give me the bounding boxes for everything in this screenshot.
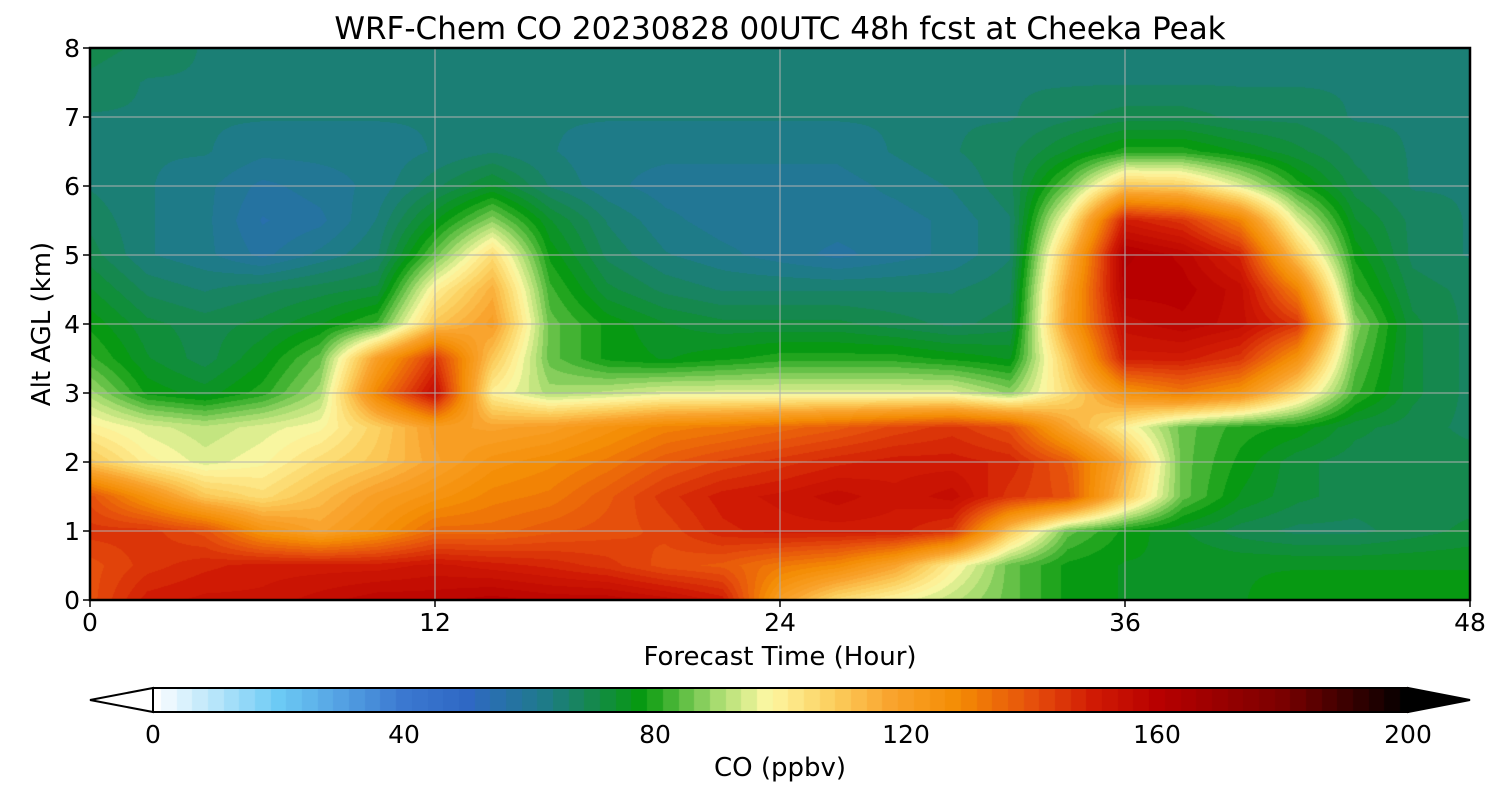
y-tick-label: 4 bbox=[64, 310, 80, 339]
y-tick-label: 1 bbox=[64, 517, 80, 546]
x-axis-label: Forecast Time (Hour) bbox=[643, 642, 916, 672]
y-axis: 0 1 2 3 4 5 6 7 8 bbox=[64, 34, 90, 615]
colorbar-gradient bbox=[153, 688, 1408, 712]
colorbar-tick-label: 80 bbox=[639, 720, 671, 749]
colorbar-high-extension bbox=[1407, 686, 1471, 714]
x-tick-label: 36 bbox=[1109, 608, 1141, 637]
x-tick-label: 12 bbox=[419, 608, 451, 637]
y-tick-label: 8 bbox=[64, 34, 80, 63]
colorbar-label: CO (ppbv) bbox=[714, 753, 846, 783]
y-tick-label: 0 bbox=[64, 586, 80, 615]
x-axis: 0 12 24 36 48 bbox=[82, 600, 1486, 637]
colorbar-low-extension bbox=[89, 686, 154, 714]
y-tick-label: 7 bbox=[64, 103, 80, 132]
colorbar-tick-label: 200 bbox=[1384, 720, 1432, 749]
y-tick-label: 2 bbox=[64, 448, 80, 477]
colorbar-tick-label: 120 bbox=[882, 720, 930, 749]
colorbar-tick-label: 160 bbox=[1133, 720, 1181, 749]
x-tick-label: 24 bbox=[764, 608, 796, 637]
plot-area bbox=[88, 46, 1472, 602]
colorbar-ticks: 0 40 80 120 160 200 bbox=[145, 720, 1432, 749]
y-tick-label: 5 bbox=[64, 241, 80, 270]
colorbar-frame bbox=[152, 687, 1409, 713]
colorbar-tick-label: 0 bbox=[145, 720, 161, 749]
y-tick-label: 3 bbox=[64, 379, 80, 408]
chart-title: WRF-Chem CO 20230828 00UTC 48h fcst at C… bbox=[334, 11, 1225, 47]
colorbar-tick-label: 40 bbox=[388, 720, 420, 749]
y-axis-label: Alt AGL (km) bbox=[27, 242, 57, 406]
x-tick-label: 0 bbox=[82, 608, 98, 637]
colorbar: 0 40 80 120 160 200 CO (ppbv) bbox=[89, 686, 1471, 783]
y-tick-label: 6 bbox=[64, 172, 80, 201]
x-tick-label: 48 bbox=[1454, 608, 1486, 637]
